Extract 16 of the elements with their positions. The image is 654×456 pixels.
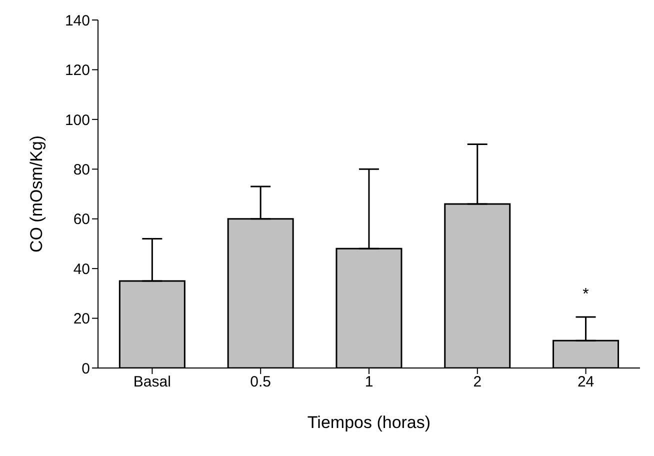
y-tick-label: 140 bbox=[64, 12, 90, 30]
x-tick-label: Basal bbox=[133, 374, 171, 391]
x-tick-label: 1 bbox=[364, 374, 374, 391]
x-axis-title: Tiempos (horas) bbox=[307, 413, 431, 432]
y-tick-label: 80 bbox=[73, 161, 90, 178]
x-tick-label: 24 bbox=[577, 374, 594, 391]
y-tick-label: 0 bbox=[82, 360, 90, 378]
x-tick-label: 0.5 bbox=[250, 374, 272, 391]
y-axis-title: CO (mOsm/Kg) bbox=[27, 135, 46, 253]
x-tick-label: 2 bbox=[473, 374, 482, 391]
y-tick-label: 120 bbox=[64, 62, 90, 80]
annotation: * bbox=[582, 286, 589, 304]
y-tick-label: 20 bbox=[73, 310, 90, 328]
y-tick-label: 100 bbox=[64, 112, 90, 129]
y-tick-label: 60 bbox=[73, 211, 90, 228]
y-tick-label: 40 bbox=[73, 260, 90, 278]
